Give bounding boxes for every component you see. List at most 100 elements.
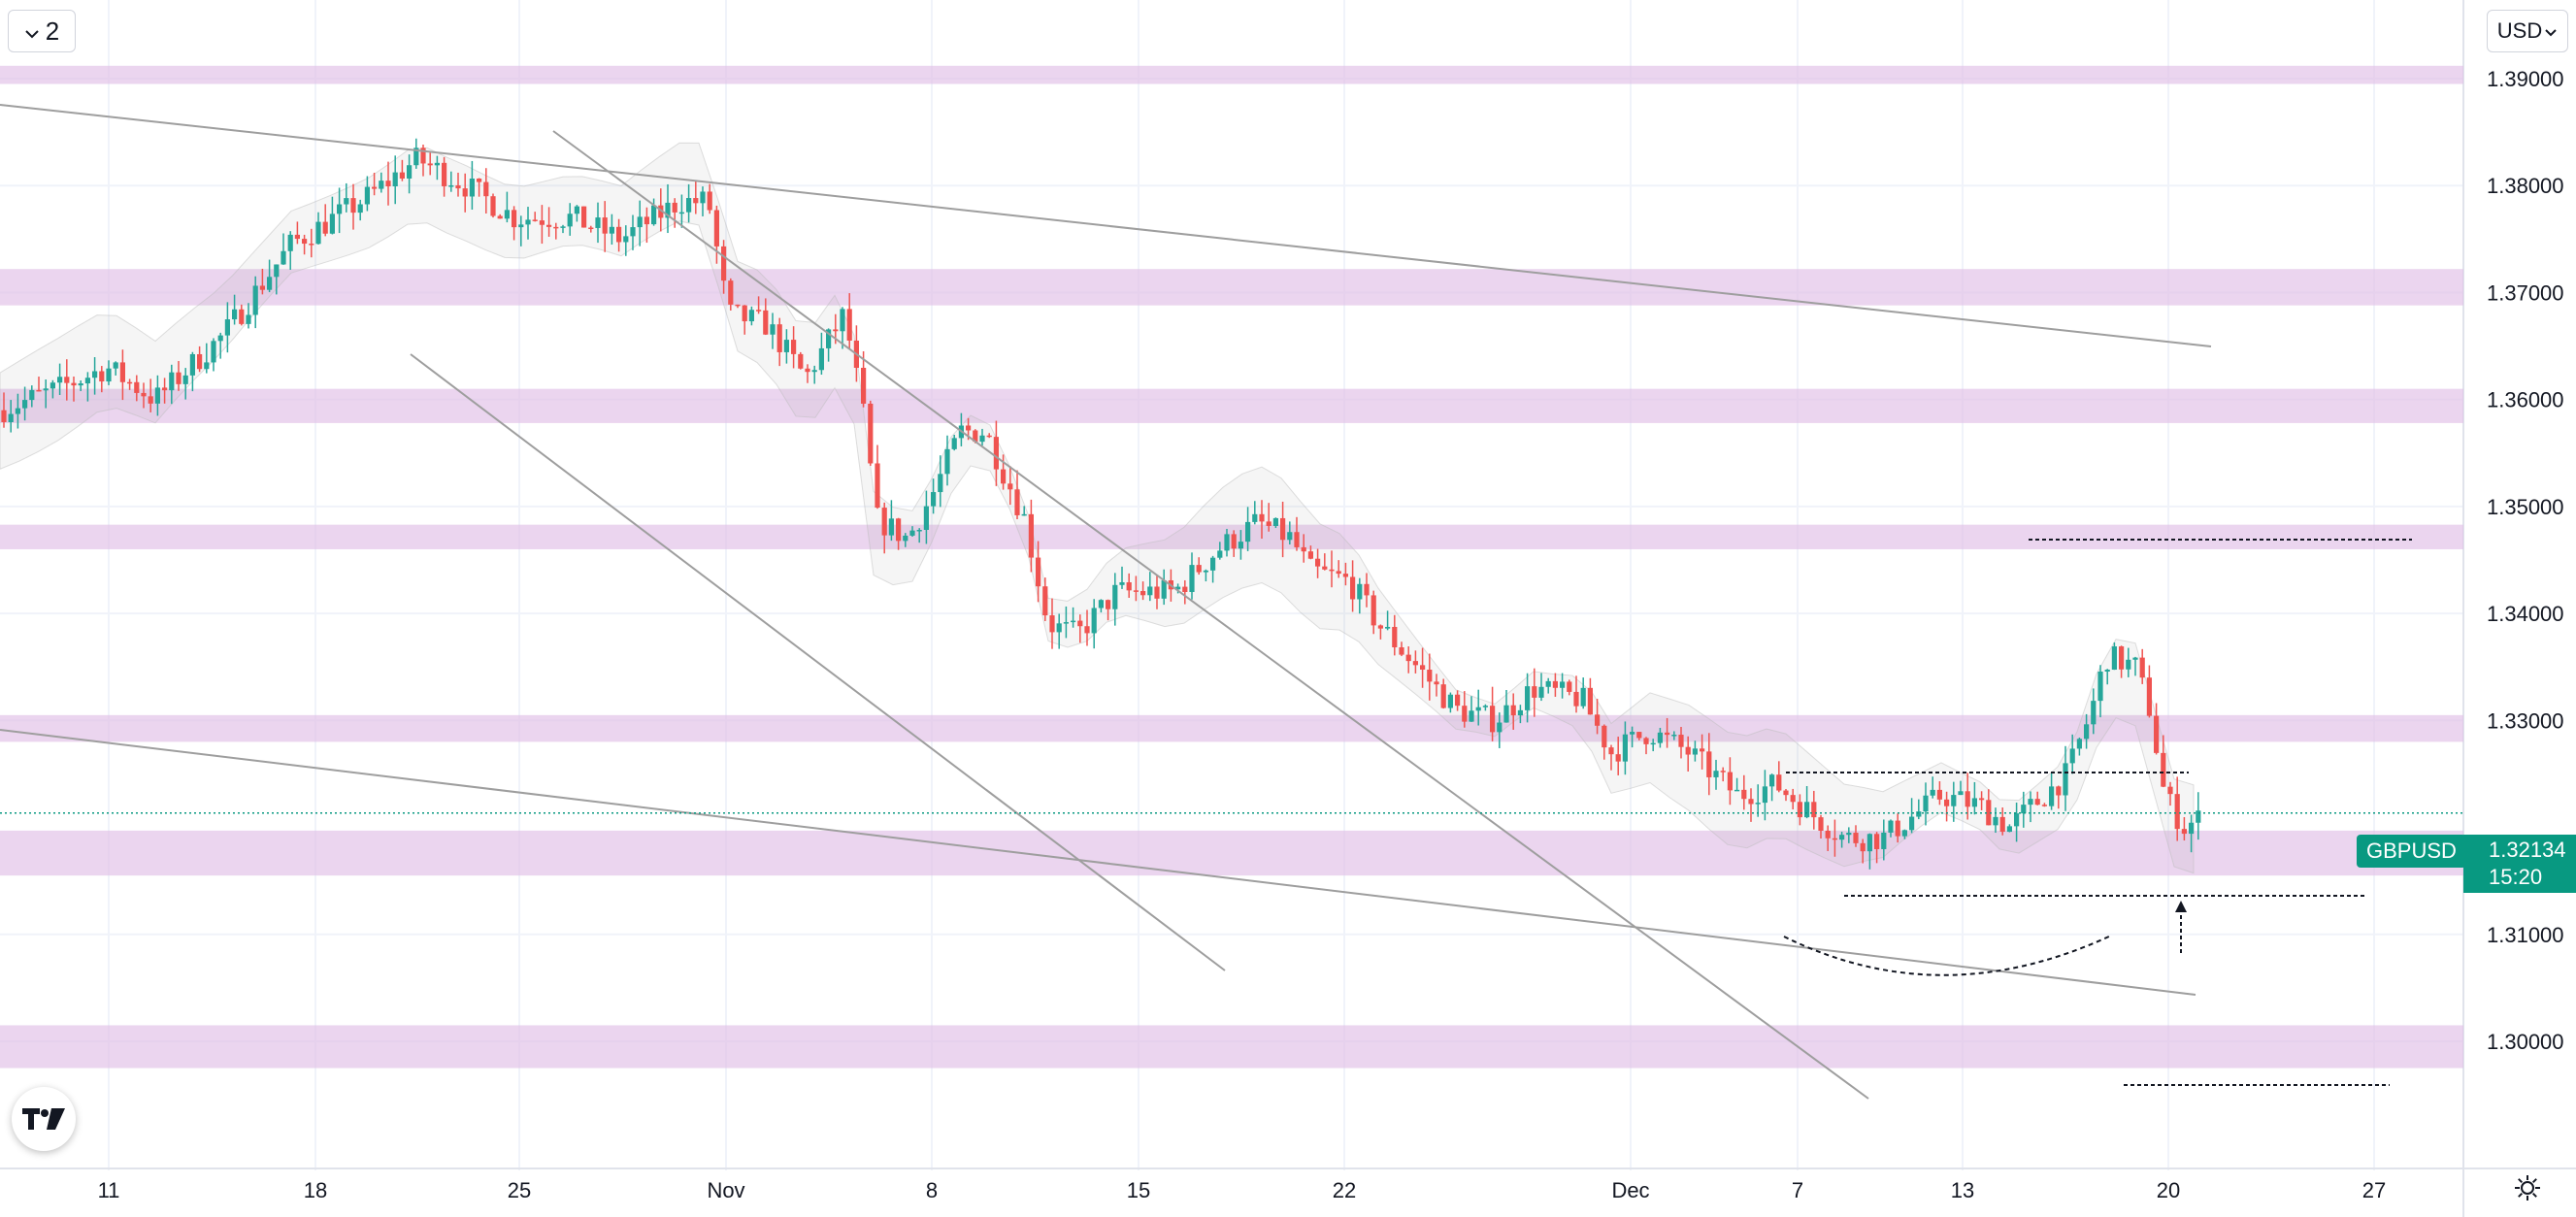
candle-body — [931, 492, 937, 507]
candle-body — [1287, 532, 1293, 541]
candle-body — [1098, 600, 1104, 608]
candle-body — [2132, 657, 2138, 660]
candle-body — [1420, 665, 1426, 671]
candle-body — [1084, 626, 1090, 634]
candle-body — [840, 309, 845, 332]
candle-body — [2126, 659, 2131, 670]
candle-body — [1769, 774, 1775, 787]
candle-body — [372, 186, 378, 189]
candle-body — [1307, 551, 1313, 559]
candle-body — [1280, 517, 1286, 541]
candle-body — [2181, 829, 2187, 835]
candle-body — [1329, 569, 1335, 572]
candle-body — [923, 506, 929, 530]
candle-body — [721, 246, 727, 281]
candle-body — [2021, 805, 2027, 814]
candle-body — [1560, 681, 1566, 688]
candle-body — [1412, 661, 1418, 666]
candle-body — [2139, 657, 2145, 678]
candle-body — [1357, 583, 1363, 600]
layout-button[interactable]: 2 — [8, 10, 76, 52]
candle-body — [944, 448, 950, 475]
candle-body — [259, 285, 265, 290]
candle-body — [1350, 576, 1356, 600]
gear-icon — [2513, 1173, 2542, 1207]
candle-body — [217, 335, 223, 342]
candle-body — [1510, 705, 1516, 716]
candle-body — [1161, 579, 1167, 599]
candle-body — [1825, 830, 1831, 839]
candle-body — [1846, 833, 1852, 836]
candle-body — [846, 309, 852, 341]
candle-body — [1692, 748, 1698, 755]
candle-body — [1475, 707, 1481, 711]
candle-body — [2189, 822, 2195, 835]
candle-body — [1650, 742, 1656, 745]
candle-body — [1259, 513, 1265, 522]
layout-count: 2 — [45, 16, 60, 46]
candle-body — [8, 413, 14, 422]
candle-body — [560, 226, 566, 228]
candle-body — [678, 212, 684, 214]
candle-body — [672, 202, 677, 213]
candle-body — [811, 370, 817, 373]
candle-body — [106, 368, 112, 382]
candle-body — [1091, 608, 1097, 634]
candle-body — [1909, 816, 1915, 831]
candle-body — [1294, 532, 1300, 547]
candle-body — [1517, 709, 1523, 716]
candle-body — [574, 206, 579, 214]
candle-body — [357, 204, 363, 214]
candle-body — [1427, 670, 1433, 682]
candle-body — [1371, 595, 1376, 626]
candle-body — [1322, 566, 1328, 570]
candle-body — [462, 188, 468, 197]
candle-body — [64, 377, 70, 383]
candle-body — [2034, 799, 2040, 806]
trend-line — [0, 104, 2212, 347]
candle-body — [1866, 834, 1872, 852]
candle-countdown: 15:20 — [2489, 865, 2543, 889]
x-axis-tick-label: Nov — [707, 1178, 744, 1202]
candle-body — [1525, 686, 1531, 710]
candle-body — [1643, 738, 1649, 744]
candle-body — [1741, 789, 1747, 800]
tradingview-logo[interactable] — [12, 1087, 76, 1151]
candle-body — [204, 362, 210, 370]
candle-body — [2069, 748, 2075, 764]
trend-line — [552, 130, 1869, 1100]
candle-body — [448, 185, 454, 187]
candle-body — [134, 381, 140, 393]
candle-body — [1888, 820, 1894, 833]
candle-body — [2196, 810, 2201, 823]
candle-body — [546, 224, 552, 227]
y-axis-tick-label: 1.33000 — [2487, 708, 2564, 733]
symbol-label: GBPUSD — [2357, 835, 2466, 868]
candle-body — [1482, 706, 1488, 707]
candle-body — [337, 204, 343, 214]
candle-body — [1224, 534, 1230, 551]
y-axis-tick-label: 1.39000 — [2487, 67, 2564, 91]
candle-body — [658, 205, 664, 218]
settings-button[interactable] — [2508, 1170, 2547, 1209]
candle-body — [896, 518, 902, 542]
candle-body — [1665, 732, 1670, 736]
candle-body — [29, 389, 35, 401]
y-axis-tick-label: 1.38000 — [2487, 174, 2564, 198]
candle-body — [497, 215, 503, 219]
currency-button[interactable]: USD — [2487, 10, 2568, 52]
candle-body — [1951, 795, 1957, 806]
candle-body — [176, 372, 182, 384]
candle-body — [2076, 739, 2082, 749]
candle-body — [15, 408, 20, 414]
x-axis-tick-label: 7 — [1792, 1178, 1803, 1202]
candle-body — [1342, 574, 1348, 577]
candle-body — [71, 382, 77, 386]
candle-body — [148, 396, 153, 404]
candle-body — [1056, 623, 1062, 633]
candle-body — [1595, 714, 1601, 726]
candle-body — [986, 435, 992, 438]
candle-body — [1999, 816, 2005, 833]
